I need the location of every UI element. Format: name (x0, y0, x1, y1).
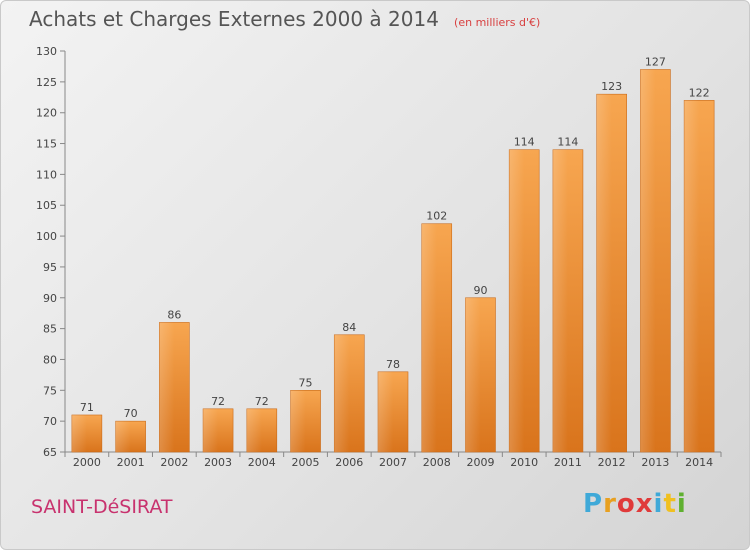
x-axis: 2000 2001 2002 2003 2004 2005 2006 2007 2008 2009… (64, 451, 722, 469)
bar-2002: 86 (159, 308, 190, 453)
y-tick-label: 80 (43, 353, 57, 366)
logo-letter: r (603, 489, 617, 519)
proxiti-logo: Proxiti (583, 489, 687, 519)
logo-letter: i (676, 489, 687, 519)
y-tick-label: 125 (36, 76, 57, 89)
x-tick-label: 2000 (73, 456, 101, 469)
bar-highlight (552, 149, 568, 452)
x-tick-label: 2005 (292, 456, 320, 469)
y-tick-label: 130 (36, 45, 57, 58)
logo-letter: i (653, 489, 664, 519)
bar-highlight (509, 149, 525, 452)
bar-highlight (159, 322, 175, 452)
bar-2001: 70 (115, 407, 146, 453)
bar-2012: 123 (596, 80, 627, 453)
bar-highlight (421, 223, 437, 452)
bar-value-label: 71 (80, 401, 94, 414)
bar-2005: 75 (290, 376, 321, 453)
bar-value-label: 123 (601, 80, 622, 93)
x-tick-label: 2013 (641, 456, 669, 469)
bar-highlight (290, 390, 306, 452)
bar-2004: 72 (246, 395, 278, 453)
location-name: SAINT-DéSIRAT (31, 496, 173, 518)
bar-highlight (378, 371, 393, 452)
bar-highlight (71, 414, 87, 452)
logo-letter: o (616, 489, 636, 519)
bar-2009: 90 (465, 284, 496, 453)
x-tick-label: 2001 (117, 456, 145, 469)
bar-2003: 72 (202, 395, 234, 453)
x-tick-label: 2006 (335, 456, 363, 469)
bar-highlight (246, 408, 262, 452)
bar-highlight (115, 421, 131, 452)
bar-value-label: 127 (645, 56, 666, 69)
bar-highlight (334, 334, 350, 452)
bar-2007: 78 (377, 358, 409, 453)
logo-letter: t (663, 489, 677, 519)
bar-2010: 114 (508, 136, 540, 453)
bar-highlight (684, 100, 700, 452)
bar-highlight (596, 94, 612, 452)
y-tick-label: 120 (36, 107, 57, 120)
x-tick-label: 2009 (466, 456, 494, 469)
bar-value-label: 102 (426, 210, 447, 223)
bars: 71 70 86 72 72 75 84 78 102 90 114 114 123 127 122 (71, 56, 715, 453)
x-tick-label: 2004 (248, 456, 276, 469)
y-tick-label: 85 (43, 323, 57, 336)
x-tick-label: 2008 (423, 456, 451, 469)
y-tick-label: 105 (36, 199, 57, 212)
y-tick-label: 95 (43, 261, 57, 274)
x-tick-label: 2011 (554, 456, 582, 469)
bar-2006: 84 (333, 321, 365, 453)
x-tick-label: 2014 (685, 456, 713, 469)
bar-value-label: 72 (255, 395, 269, 408)
bar-highlight (640, 69, 656, 452)
bar-2011: 114 (552, 136, 584, 453)
bar-value-label: 90 (473, 284, 487, 297)
bar-2008: 102 (421, 210, 453, 453)
bar-highlight (465, 297, 481, 452)
y-tick-label: 65 (43, 446, 57, 459)
x-tick-label: 2010 (510, 456, 538, 469)
x-tick-label: 2003 (204, 456, 232, 469)
y-tick-label: 115 (36, 138, 57, 151)
x-tick-label: 2007 (379, 456, 407, 469)
bar-2014: 122 (683, 86, 715, 453)
title-row: Achats et Charges Externes 2000 à 2014 (… (29, 7, 540, 31)
bar-value-label: 86 (167, 308, 181, 321)
y-axis: 65 70 75 80 85 90 95 100 105 110 115 120 125 130 (36, 45, 66, 459)
y-tick-label: 110 (36, 168, 57, 181)
bar-value-label: 84 (342, 321, 356, 334)
y-tick-label: 100 (36, 230, 57, 243)
bar-value-label: 78 (386, 358, 400, 371)
bar-value-label: 114 (557, 136, 578, 149)
logo-letter: P (583, 489, 604, 519)
bar-value-label: 114 (514, 136, 535, 149)
bar-value-label: 72 (211, 395, 225, 408)
chart-title: Achats et Charges Externes 2000 à 2014 (29, 7, 439, 31)
bar-highlight (203, 408, 219, 452)
y-tick-label: 90 (43, 292, 57, 305)
x-tick-label: 2002 (160, 456, 188, 469)
bar-2013: 127 (640, 56, 671, 453)
y-tick-label: 70 (43, 415, 57, 428)
chart-unit: (en milliers d'€) (454, 16, 541, 29)
bar-value-label: 75 (299, 376, 313, 389)
x-tick-label: 2012 (598, 456, 626, 469)
bar-2000: 71 (71, 401, 103, 453)
logo-letter: x (635, 489, 654, 519)
bar-value-label: 70 (124, 407, 138, 420)
y-tick-label: 75 (43, 384, 57, 397)
bar-value-label: 122 (689, 86, 710, 99)
